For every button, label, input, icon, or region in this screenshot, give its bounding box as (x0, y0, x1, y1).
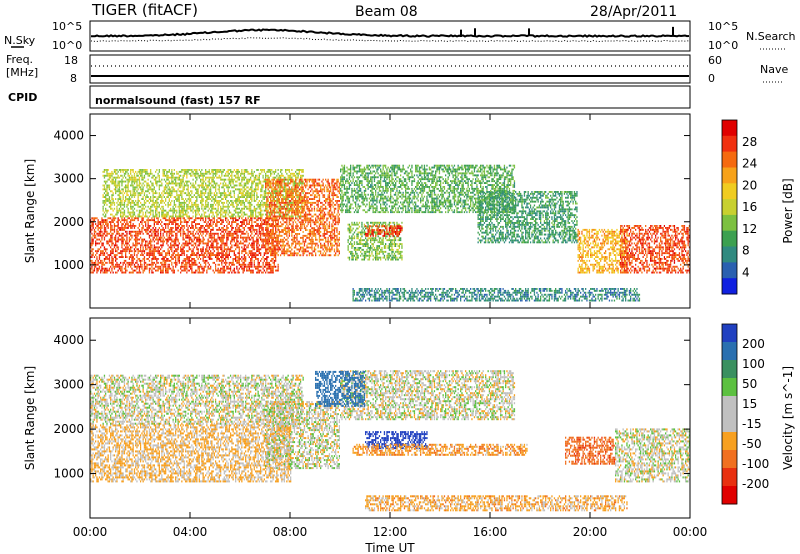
colorbar-tick-label: 28 (742, 135, 757, 149)
cpid-label: CPID (8, 91, 37, 104)
colorbar-tick-label: 24 (742, 157, 757, 171)
colorbar-label: Power [dB] (781, 178, 795, 243)
nsky-axis-bottom: 10^0 (52, 39, 82, 52)
colorbar-swatch (722, 278, 737, 294)
colorbar-swatch (722, 378, 737, 397)
x-axis-label: Time UT (364, 541, 415, 554)
colorbar-swatch (722, 324, 737, 343)
freq-label: Freq. (6, 53, 33, 66)
colorbar-tick-label: 16 (742, 200, 757, 214)
colorbar-tick-label: 200 (742, 337, 765, 351)
colorbar-swatch (722, 136, 737, 152)
colorbar-tick-label: 8 (742, 244, 750, 258)
y-tick-label: 2000 (53, 215, 84, 229)
nsky-axis-top: 10^5 (52, 20, 82, 33)
nave-tick-top: 60 (708, 54, 722, 67)
colorbar-tick-label: 100 (742, 357, 765, 371)
colorbar-tick-label: -100 (742, 457, 769, 471)
x-tick-label: 00:00 (73, 525, 108, 539)
freq-unit: [MHz] (6, 66, 38, 79)
colorbar-tick-label: -50 (742, 437, 762, 451)
colorbar-swatch (722, 396, 737, 415)
nsky-label: N.Sky (4, 34, 36, 47)
y-tick-label: 4000 (53, 333, 84, 347)
colorbar-tick-label: 15 (742, 397, 757, 411)
colorbar-swatch (722, 199, 737, 215)
radar-title: TIGER (fitACF) (91, 1, 198, 19)
colorbar-swatch (722, 215, 737, 231)
colorbar-swatch (722, 486, 737, 505)
beam-title: Beam 08 (355, 4, 418, 20)
colorbar-label: Velocity [m s^-1] (781, 366, 795, 470)
colorbar-swatch (722, 432, 737, 451)
nave-label: Nave (760, 63, 788, 76)
colorbar-swatch (722, 468, 737, 487)
colorbar-swatch (722, 450, 737, 469)
nave-tick-bottom: 0 (708, 72, 715, 85)
x-tick-label: 00:00 (673, 525, 708, 539)
power-panel: 4000 3000 2000 1000 Slant Range [km] 28 24 20 16… (23, 114, 795, 308)
colorbar-tick-label: 12 (742, 222, 757, 236)
nsearch-axis-top: 10^5 (708, 20, 738, 33)
freq-frame (90, 55, 690, 83)
colorbar-swatch (722, 183, 737, 199)
x-tick-label: 16:00 (473, 525, 508, 539)
date-title: 28/Apr/2011 (590, 4, 677, 20)
y-tick-label: 1000 (53, 467, 84, 481)
x-tick-label: 12:00 (373, 525, 408, 539)
y-tick-label: 3000 (53, 378, 84, 392)
colorbar: 200 100 50 15 -15 -50 -100 -200 Velocity [m s^-1… (722, 324, 795, 505)
y-axis-label: Slant Range [km] (23, 159, 37, 263)
nsearch-line (91, 38, 689, 42)
y-tick-label: 4000 (53, 129, 84, 143)
x-tick-label: 20:00 (573, 525, 608, 539)
data-cells (90, 165, 690, 302)
nsearch-axis-bottom: 10^0 (708, 39, 738, 52)
cpid-value: normalsound (fast) 157 RF (95, 94, 261, 107)
data-cells (90, 370, 690, 511)
colorbar-swatch (722, 342, 737, 361)
nsky-line (91, 27, 689, 37)
y-tick-label: 2000 (53, 422, 84, 436)
nsearch-label: N.Search (746, 30, 796, 43)
colorbar-swatch (722, 360, 737, 379)
colorbar-swatch (722, 414, 737, 433)
colorbar-swatch (722, 231, 737, 247)
colorbar-tick-label: 50 (742, 377, 757, 391)
colorbar-swatch (722, 152, 737, 168)
freq-tick-top: 18 (64, 54, 78, 67)
colorbar-swatch (722, 168, 737, 184)
y-axis-label: Slant Range [km] (23, 366, 37, 470)
x-tick-label: 04:00 (173, 525, 208, 539)
freq-tick-bottom: 8 (70, 72, 77, 85)
figure: TIGER (fitACF) Beam 08 28/Apr/2011 N.Sky… (0, 0, 800, 554)
colorbar-swatch (722, 247, 737, 263)
colorbar-tick-label: 4 (742, 265, 750, 279)
colorbar-tick-label: -200 (742, 477, 769, 491)
y-tick-label: 1000 (53, 258, 84, 272)
colorbar: 28 24 20 16 12 8 4 Power [dB] (722, 120, 795, 295)
colorbar-tick-label: -15 (742, 417, 762, 431)
colorbar-swatch (722, 262, 737, 278)
colorbar-tick-label: 20 (742, 178, 757, 192)
velocity-panel: 4000 3000 2000 1000 Slant Range [km] 00:00 04:… (23, 318, 795, 539)
colorbar-swatch (722, 120, 737, 136)
x-tick-label: 08:00 (273, 525, 308, 539)
y-tick-label: 3000 (53, 172, 84, 186)
